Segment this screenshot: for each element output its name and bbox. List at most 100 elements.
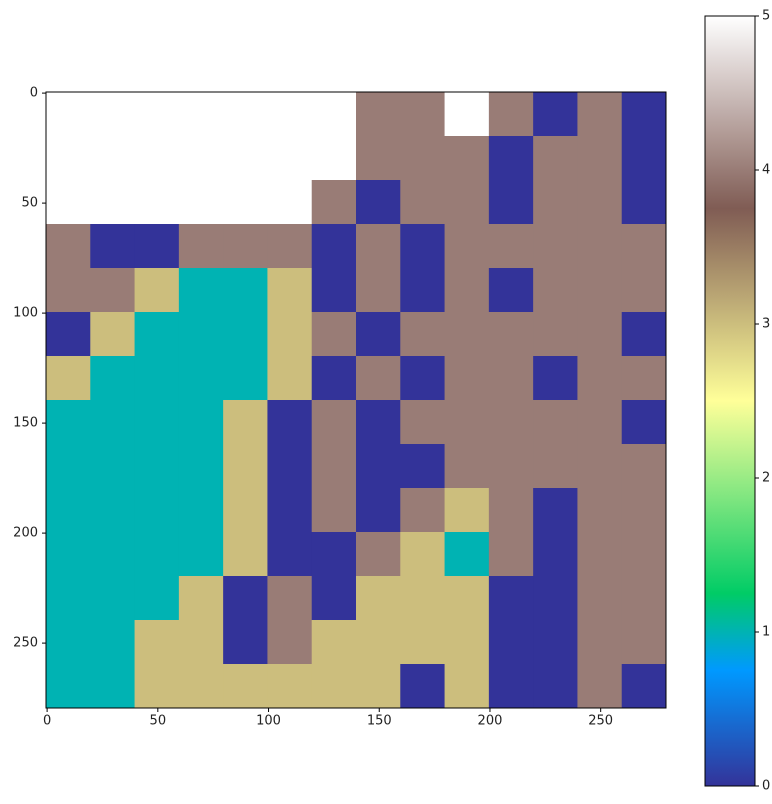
cell: [267, 400, 313, 445]
cell: [356, 488, 401, 533]
cell: [621, 224, 667, 269]
cell: [267, 532, 313, 577]
cell: [488, 488, 534, 533]
cell: [400, 664, 446, 709]
cell: [223, 576, 268, 621]
cell: [621, 488, 667, 533]
cell: [533, 92, 578, 137]
cell: [488, 224, 534, 269]
cell: [267, 356, 313, 401]
y-tick-label: 0: [30, 86, 38, 101]
cell: [533, 576, 578, 621]
cell: [488, 268, 534, 313]
y-tick-label: 250: [13, 636, 38, 651]
x-tick-label: 100: [256, 714, 281, 729]
cell: [577, 224, 623, 269]
cell: [621, 400, 667, 445]
cell: [356, 532, 401, 577]
cell: [267, 620, 313, 665]
colorbar-tick-label: 1: [762, 625, 770, 640]
cell: [533, 312, 578, 357]
cell: [46, 664, 91, 709]
cell: [577, 400, 623, 445]
cell: [90, 664, 136, 709]
cell: [488, 576, 534, 621]
cell: [444, 92, 490, 137]
cell: [178, 400, 224, 445]
cell: [134, 180, 180, 225]
x-tick-label: 200: [478, 714, 503, 729]
cell: [621, 532, 667, 577]
cell: [577, 444, 623, 489]
cell: [46, 224, 91, 269]
cell: [533, 400, 578, 445]
cell: [90, 312, 136, 357]
cell: [577, 136, 623, 181]
cell: [223, 532, 268, 577]
cell: [46, 488, 91, 533]
cell: [533, 620, 578, 665]
cell: [621, 180, 667, 225]
cell: [311, 180, 357, 225]
cell: [178, 532, 224, 577]
cell: [311, 576, 357, 621]
cell: [533, 224, 578, 269]
cell: [444, 664, 490, 709]
cell: [223, 136, 268, 181]
cell: [621, 136, 667, 181]
cell: [444, 268, 490, 313]
colorbar-tick-label: 2: [762, 471, 770, 486]
cell: [134, 400, 180, 445]
cell: [444, 312, 490, 357]
cell: [134, 620, 180, 665]
cell: [533, 488, 578, 533]
cell: [533, 136, 578, 181]
cell: [311, 92, 357, 137]
cell: [90, 224, 136, 269]
cell: [90, 620, 136, 665]
cell: [400, 312, 446, 357]
cell: [178, 620, 224, 665]
cell: [178, 576, 224, 621]
cell: [577, 92, 623, 137]
cell: [444, 488, 490, 533]
cell: [178, 180, 224, 225]
y-tick-label: 200: [13, 526, 38, 541]
cell: [533, 180, 578, 225]
cell: [356, 136, 401, 181]
cell: [356, 620, 401, 665]
cell: [400, 136, 446, 181]
cell: [267, 488, 313, 533]
cell: [178, 488, 224, 533]
cell: [400, 488, 446, 533]
cell: [356, 92, 401, 137]
cell: [46, 268, 91, 313]
cell: [178, 136, 224, 181]
cell: [533, 532, 578, 577]
cell: [444, 532, 490, 577]
cell: [134, 532, 180, 577]
cell: [90, 400, 136, 445]
cell: [311, 444, 357, 489]
colorbar-tick-label: 4: [762, 163, 770, 178]
cell: [621, 664, 667, 709]
cell: [488, 620, 534, 665]
cell: [311, 312, 357, 357]
cell: [577, 664, 623, 709]
cell: [621, 576, 667, 621]
cell: [356, 576, 401, 621]
cell: [533, 356, 578, 401]
cell: [223, 444, 268, 489]
cell: [90, 576, 136, 621]
cell: [577, 488, 623, 533]
cell: [400, 268, 446, 313]
cell: [134, 268, 180, 313]
y-tick-label: 150: [13, 416, 38, 431]
cell: [356, 224, 401, 269]
cell: [488, 312, 534, 357]
colorbar: [704, 15, 756, 787]
cell: [577, 312, 623, 357]
colorbar-tick-label: 3: [762, 317, 770, 332]
cell: [621, 268, 667, 313]
cell: [311, 532, 357, 577]
